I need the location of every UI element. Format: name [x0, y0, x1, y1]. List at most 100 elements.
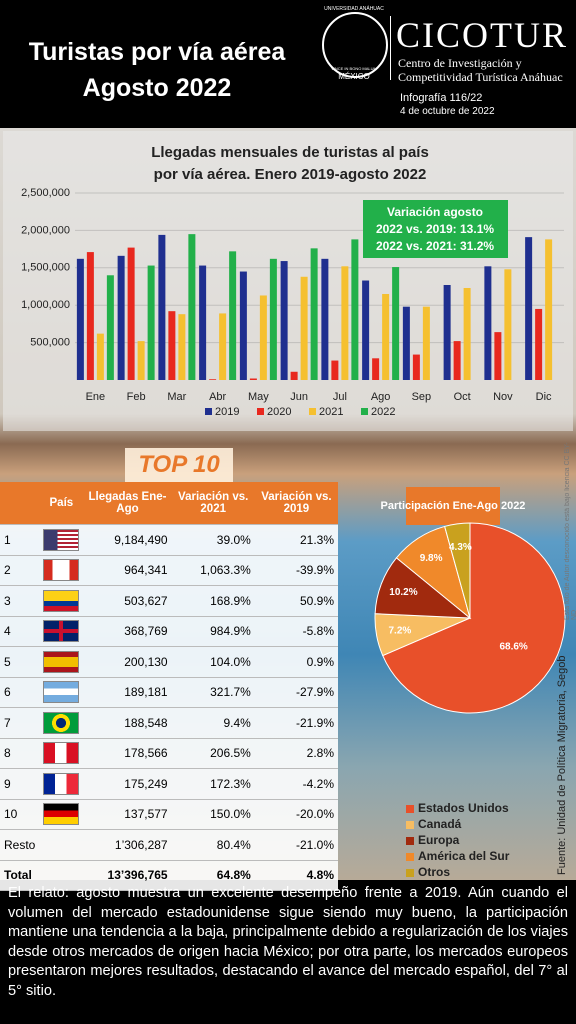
annotation-box	[363, 200, 508, 258]
header-cell: Variación vs. 2019	[254, 482, 338, 525]
bar	[453, 341, 461, 380]
bar	[463, 287, 471, 380]
bar	[168, 311, 176, 380]
table-cell: Total	[0, 860, 40, 891]
plot-bg	[3, 131, 573, 431]
chart-title: Llegadas mensuales de turistas al país	[151, 144, 429, 161]
bar	[392, 267, 400, 380]
table-cell: 8	[0, 738, 40, 769]
annotation: 2022 vs. 2019: 13.1%	[376, 222, 494, 236]
table-cell: 189,181	[83, 677, 172, 708]
x-tick-label: Sep	[412, 391, 432, 403]
annotation: Variación agosto	[387, 205, 483, 219]
flag	[43, 559, 80, 582]
header-cell: Variación vs. 2021	[171, 482, 255, 525]
table-cell: 1’306,287	[83, 829, 172, 861]
flag	[43, 742, 80, 765]
table-row: 7 188,548 9.4% -21.9%	[0, 707, 338, 739]
table-cell: 80.4%	[171, 829, 255, 861]
logo	[322, 12, 388, 78]
bar	[188, 234, 196, 380]
table-row: 4 368,769 984.9% -5.8%	[0, 616, 338, 647]
photo-credit: Esta foto de Autor desconocido está bajo…	[564, 442, 576, 620]
table-cell: 368,769	[83, 616, 172, 647]
x-tick-label: Mar	[167, 391, 186, 403]
table-cell: 172.3%	[171, 768, 255, 800]
x-tick-label: Ago	[371, 391, 391, 403]
bar	[422, 306, 430, 380]
bar	[239, 271, 247, 380]
table-cell: 39.0%	[171, 524, 255, 556]
table-cell: 4.8%	[254, 860, 338, 891]
bar	[341, 266, 349, 380]
brand-line: Competitividad Turística Anáhuac	[398, 70, 563, 84]
pie-title-box	[406, 487, 500, 525]
table-row: 9 175,249 172.3% -4.2%	[0, 768, 338, 800]
bar	[86, 252, 94, 380]
pie-title: Participación Ene-Ago 2022	[381, 500, 526, 512]
bar	[484, 266, 492, 380]
pie-label: 10.2%	[389, 587, 417, 598]
table-cell: 1,063.3%	[171, 555, 255, 586]
table-cell: 150.0%	[171, 799, 255, 830]
legend-swatch	[406, 853, 414, 861]
table-cell: 503,627	[83, 585, 172, 617]
bar	[269, 258, 277, 380]
bar	[259, 295, 267, 380]
table-cell: 175,249	[83, 768, 172, 800]
table-row: 6 189,181 321.7% -27.9%	[0, 677, 338, 708]
flag	[43, 650, 80, 673]
legend-label: América del Sur	[418, 849, 510, 863]
table-cell: -20.0%	[254, 799, 338, 830]
logo-text: UNIVERSIDAD ANÁHUAC	[324, 6, 384, 12]
flag-cell	[39, 860, 84, 891]
legend-label: 2019	[215, 406, 239, 418]
issue: Infografía 116/22	[400, 92, 483, 104]
legend-swatch	[361, 408, 368, 415]
bar	[127, 247, 135, 380]
table-row: 10 137,577 150.0% -20.0%	[0, 799, 338, 830]
x-tick-label: Oct	[454, 391, 471, 403]
table: País Llegadas Ene-Ago Variación vs. 2021 Va…	[0, 482, 338, 891]
table-cell: 206.5%	[171, 738, 255, 769]
legend-label: 2021	[319, 406, 343, 418]
logo-text: VINCE IN BONO MALUM	[331, 66, 377, 71]
legend-label: Otros	[418, 865, 450, 879]
bar	[402, 306, 410, 380]
bar	[412, 354, 420, 380]
table-cell: -39.9%	[254, 555, 338, 586]
flag	[43, 711, 80, 734]
bar	[96, 333, 104, 380]
date: 4 de octubre de 2022	[400, 106, 495, 117]
pie-slice	[444, 522, 471, 619]
table-cell: 7	[0, 707, 40, 739]
bar	[106, 275, 114, 380]
table-row: 3 503,627 168.9% 50.9%	[0, 585, 338, 617]
flag	[43, 620, 80, 643]
bar	[535, 308, 543, 380]
table-row: 1 9,184,490 39.0% 21.3%	[0, 524, 338, 556]
bar	[249, 378, 257, 380]
header-row: País Llegadas Ene-Ago Variación vs. 2021 Va…	[0, 482, 338, 525]
table-cell: 1	[0, 524, 40, 556]
bar	[117, 255, 125, 380]
flag-cell	[39, 524, 84, 556]
bar	[178, 314, 186, 380]
legend-label: Canadá	[418, 817, 462, 831]
table-row: Resto 1’306,287 80.4% -21.0%	[0, 829, 338, 861]
x-tick-label: Dic	[536, 391, 552, 403]
bar	[209, 379, 217, 380]
table-cell: -27.9%	[254, 677, 338, 708]
divider	[390, 16, 391, 80]
bar	[321, 258, 329, 380]
x-tick-label: May	[248, 391, 269, 403]
flag-cell	[39, 738, 84, 769]
table-cell: 321.7%	[171, 677, 255, 708]
table-cell: 10	[0, 799, 40, 830]
table-cell: 168.9%	[171, 585, 255, 617]
table-cell: -5.8%	[254, 616, 338, 647]
legend-swatch	[406, 805, 414, 813]
page-title: Turistas por vía aérea Agosto 2022	[22, 34, 292, 106]
bar	[280, 261, 288, 380]
